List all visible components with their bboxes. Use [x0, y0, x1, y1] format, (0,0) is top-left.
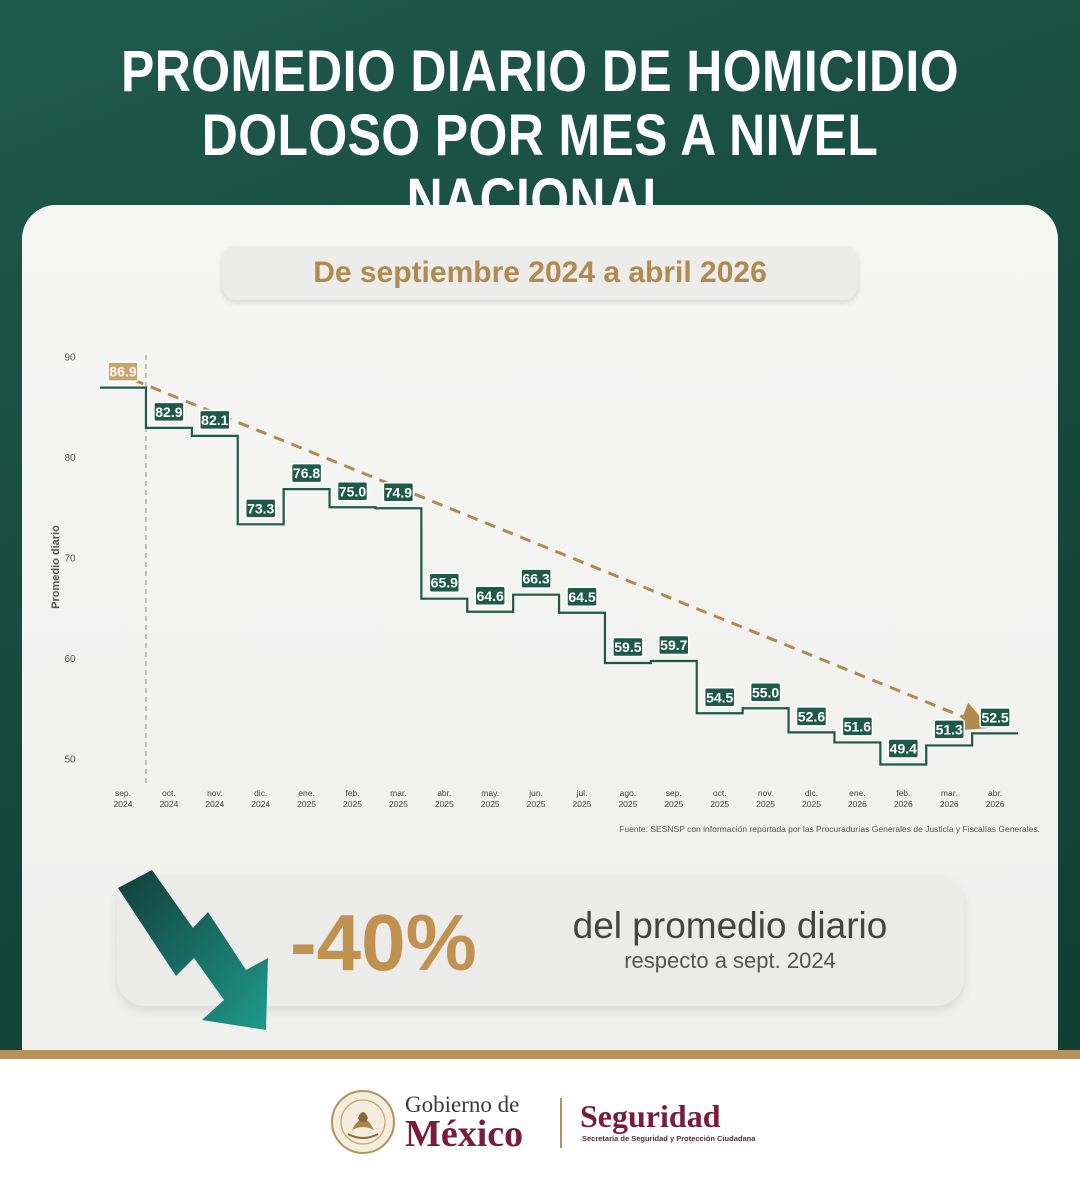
x-tick-label: jul. 2025	[573, 788, 592, 809]
footer	[0, 1059, 1080, 1186]
stat-line-1: del promedio diario	[572, 905, 888, 946]
data-label: 59.7	[660, 637, 687, 653]
data-label-box	[566, 586, 598, 608]
data-label-box	[703, 687, 736, 708]
step-line-series	[100, 386, 1019, 766]
data-label: 64.5	[568, 589, 595, 605]
data-label: 49.4	[890, 741, 917, 757]
y-tick-label: 50	[64, 755, 76, 766]
x-tick-label: jun. 2025	[527, 788, 546, 809]
data-label-box	[244, 498, 277, 519]
footer-divider	[560, 1098, 562, 1148]
data-label: 55.0	[752, 684, 779, 700]
data-label: 76.8	[293, 465, 320, 481]
data-label: 86.9	[109, 364, 136, 380]
x-tick-label: abr. 2026	[986, 788, 1005, 809]
data-label: 82.1	[201, 412, 228, 428]
data-label: 74.9	[385, 484, 412, 500]
data-label: 52.5	[981, 709, 1008, 725]
data-label: 59.5	[614, 639, 641, 655]
title-line-1: PROMEDIO DIARIO DE HOMICIDIO	[121, 39, 959, 104]
data-label: 65.9	[431, 575, 458, 591]
x-tick-label: dic. 2024	[251, 788, 270, 809]
stat-description: del promedio diario respecto a sept. 202…	[520, 906, 940, 976]
x-tick-label: may. 2025	[481, 788, 500, 809]
step-chart: 50 60 70 80 90 Promedio diario sep. 2024 oct. 202…	[50, 353, 1019, 809]
y-tick-label: 60	[64, 654, 76, 665]
data-label-box	[382, 482, 415, 503]
data-label-box	[290, 462, 323, 484]
x-tick-label: mar. 2025	[389, 788, 408, 809]
x-tick-label: dic. 2025	[802, 788, 821, 809]
gobierno-label: Gobierno de	[405, 1092, 520, 1117]
x-tick-label: feb. 2025	[343, 788, 362, 809]
data-label: 64.6	[477, 588, 504, 604]
data-label-box	[199, 409, 231, 431]
x-tick-label: mar. 2026	[940, 788, 959, 809]
x-tick-label: ene. 2025	[297, 788, 316, 809]
downward-arrow-icon	[118, 870, 268, 1030]
gold-band	[0, 1050, 1080, 1059]
data-label-box	[887, 738, 920, 759]
data-label: 54.5	[706, 689, 733, 705]
data-label-box	[474, 585, 506, 607]
data-label-box	[153, 401, 185, 423]
x-tick-label: oct. 2024	[159, 788, 178, 809]
data-label: 82.9	[155, 404, 182, 420]
x-tick-label: nov. 2025	[756, 788, 775, 809]
x-tick-label: sep. 2025	[664, 788, 683, 809]
data-label: 51.6	[844, 718, 871, 734]
seguridad-subtitle: Secretaría de Seguridad y Protección Ciu…	[582, 1134, 756, 1143]
stat-value: -40%	[290, 898, 477, 987]
x-tick-label: ene. 2026	[848, 788, 867, 809]
data-label: 75.0	[339, 483, 366, 499]
trend-arrow	[132, 378, 991, 731]
title-line-2: DOLOSO POR MES A NIVEL NACIONAL	[201, 103, 879, 232]
data-label-box	[795, 706, 828, 727]
y-axis-label: Promedio diario	[50, 525, 62, 609]
y-tick-label: 90	[64, 353, 76, 364]
national-seal-icon	[331, 1090, 395, 1154]
y-tick-label: 80	[64, 453, 76, 464]
y-tick-label: 70	[64, 554, 76, 565]
period-label: De septiembre 2024 a abril 2026	[222, 246, 858, 300]
data-label-box	[336, 481, 369, 502]
data-label: 66.3	[522, 571, 549, 587]
data-label: 52.6	[798, 708, 825, 724]
data-label-box	[933, 719, 965, 740]
x-tick-label: sep. 2024	[114, 788, 133, 809]
data-label-box	[749, 682, 782, 703]
data-label-box	[520, 568, 552, 589]
data-label-box	[979, 707, 1011, 728]
x-tick-label: feb. 2026	[894, 788, 913, 809]
data-label: 51.3	[936, 721, 963, 737]
source-note: Fuente: SESNSP con información reportada…	[619, 824, 1040, 834]
seguridad-label: Seguridad	[580, 1098, 721, 1134]
data-label-box	[107, 361, 139, 382]
data-label: 73.3	[247, 500, 274, 516]
data-label-box	[841, 716, 874, 737]
page-title: PROMEDIO DIARIO DE HOMICIDIO DOLOSO POR …	[76, 40, 1005, 232]
x-tick-label: nov. 2024	[205, 788, 224, 809]
x-tick-label: ago. 2025	[618, 788, 637, 809]
data-label-box	[612, 636, 644, 658]
x-tick-label: abr. 2025	[435, 788, 454, 809]
stat-line-2: respecto a sept. 2024	[624, 948, 836, 973]
x-tick-label: oct. 2025	[710, 788, 729, 809]
data-label-box	[428, 572, 461, 593]
data-label-box	[658, 634, 690, 656]
mexico-label: México	[405, 1113, 524, 1155]
